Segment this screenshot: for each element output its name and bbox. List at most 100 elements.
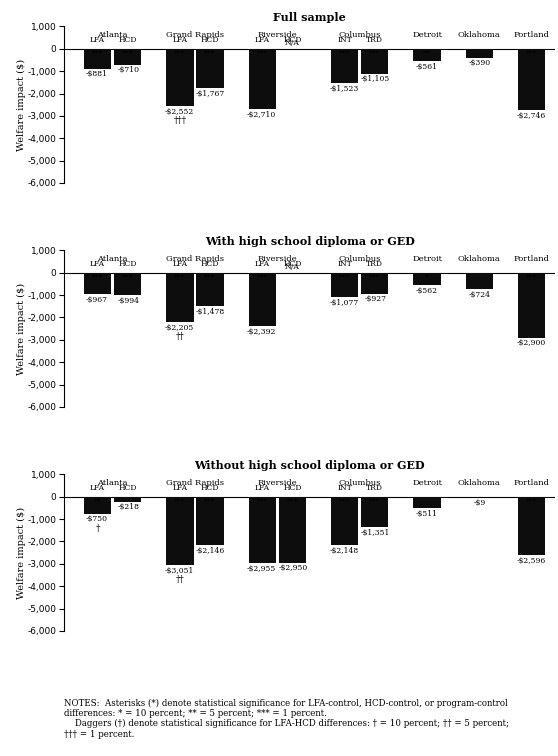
Bar xyxy=(166,273,194,322)
Text: Detroit: Detroit xyxy=(412,256,442,263)
Text: -$2,596: -$2,596 xyxy=(517,556,546,565)
Text: -$994: -$994 xyxy=(117,297,140,305)
Bar xyxy=(361,49,388,73)
Text: ***: *** xyxy=(339,49,350,57)
Text: Portland: Portland xyxy=(514,479,550,487)
Text: ***: *** xyxy=(204,49,216,57)
Text: -$1,077: -$1,077 xyxy=(329,299,359,307)
Text: ***: *** xyxy=(339,497,350,506)
Text: -$561: -$561 xyxy=(416,64,438,71)
Bar xyxy=(166,49,194,106)
Text: -$1,478: -$1,478 xyxy=(196,308,225,315)
Text: INT: INT xyxy=(337,260,352,268)
Text: -$2,950: -$2,950 xyxy=(278,565,307,572)
Text: ***: *** xyxy=(204,497,216,506)
Bar xyxy=(331,273,358,297)
Text: TRD: TRD xyxy=(366,485,383,492)
Text: ***: *** xyxy=(287,497,298,506)
Text: Atlanta: Atlanta xyxy=(97,256,128,263)
Text: ††: †† xyxy=(176,332,184,341)
Bar xyxy=(413,497,441,508)
Text: HCD: HCD xyxy=(201,485,219,492)
Text: NOTES:  Asterisks (*) denote statistical significance for LFA-control, HCD-contr: NOTES: Asterisks (*) denote statistical … xyxy=(64,699,509,739)
Text: HCD: HCD xyxy=(118,260,137,268)
Text: -$511: -$511 xyxy=(416,510,438,518)
Text: ††: †† xyxy=(176,575,184,584)
Text: -$2,552: -$2,552 xyxy=(165,107,194,116)
Bar xyxy=(518,49,545,110)
Text: †: † xyxy=(95,524,100,532)
Text: Detroit: Detroit xyxy=(412,31,442,39)
Bar xyxy=(361,497,388,527)
Text: -$1,105: -$1,105 xyxy=(361,76,390,83)
Text: ***: *** xyxy=(257,497,268,506)
Bar xyxy=(84,49,111,69)
Bar xyxy=(248,497,276,562)
Bar xyxy=(114,273,141,295)
Bar xyxy=(248,273,276,327)
Text: HCD: HCD xyxy=(118,36,137,45)
Bar xyxy=(413,273,441,285)
Text: -$9: -$9 xyxy=(473,499,485,507)
Text: Atlanta: Atlanta xyxy=(97,31,128,39)
Y-axis label: Welfare impact ($): Welfare impact ($) xyxy=(17,59,26,150)
Text: HCD: HCD xyxy=(283,36,302,45)
Text: Riverside: Riverside xyxy=(257,31,297,39)
Text: ***: *** xyxy=(339,274,350,281)
Bar xyxy=(518,497,545,555)
Text: -$2,955: -$2,955 xyxy=(247,565,276,572)
Text: HCD: HCD xyxy=(283,260,302,268)
Bar xyxy=(331,497,358,545)
Text: INT: INT xyxy=(337,36,352,45)
Text: HCD: HCD xyxy=(201,260,219,268)
Bar xyxy=(196,49,224,88)
Text: ***: *** xyxy=(92,49,103,57)
Bar xyxy=(248,49,276,110)
Text: TRD: TRD xyxy=(366,36,383,45)
Text: N/A: N/A xyxy=(285,263,300,271)
Text: -$3,051: -$3,051 xyxy=(165,567,194,575)
Text: LFA: LFA xyxy=(90,485,105,492)
Bar xyxy=(465,273,493,289)
Text: *: * xyxy=(425,274,429,281)
Text: -$2,392: -$2,392 xyxy=(247,328,276,336)
Title: Full sample: Full sample xyxy=(273,12,346,23)
Bar xyxy=(518,273,545,338)
Text: ***: *** xyxy=(122,49,133,57)
Bar xyxy=(114,49,141,65)
Text: †††: ††† xyxy=(174,116,186,125)
Text: LFA: LFA xyxy=(172,485,187,492)
Text: ***: *** xyxy=(526,274,537,281)
Text: -$710: -$710 xyxy=(117,67,140,75)
Text: HCD: HCD xyxy=(201,36,219,45)
Text: -$2,746: -$2,746 xyxy=(517,112,546,120)
Text: Portland: Portland xyxy=(514,31,550,39)
Text: ***: *** xyxy=(174,274,186,281)
Text: -$1,351: -$1,351 xyxy=(360,528,390,537)
Bar xyxy=(361,273,388,293)
Text: **: ** xyxy=(94,497,102,506)
Text: Columbus: Columbus xyxy=(339,31,381,39)
Text: INT: INT xyxy=(337,485,352,492)
Text: ***: *** xyxy=(257,274,268,281)
Text: ***: *** xyxy=(174,497,186,506)
Text: -$881: -$881 xyxy=(86,70,108,79)
Text: LFA: LFA xyxy=(254,260,270,268)
Text: Columbus: Columbus xyxy=(339,479,381,487)
Text: -$2,146: -$2,146 xyxy=(196,547,225,554)
Text: **: ** xyxy=(423,49,431,57)
Text: Riverside: Riverside xyxy=(257,256,297,263)
Text: Portland: Portland xyxy=(514,256,550,263)
Text: LFA: LFA xyxy=(254,485,270,492)
Text: -$562: -$562 xyxy=(416,287,438,295)
Text: ***: *** xyxy=(526,49,537,57)
Text: ***: *** xyxy=(526,497,537,506)
Text: -$750: -$750 xyxy=(86,516,108,523)
Y-axis label: Welfare impact ($): Welfare impact ($) xyxy=(17,507,26,599)
Bar xyxy=(278,497,306,562)
Text: -$2,900: -$2,900 xyxy=(517,339,546,348)
Text: ***: *** xyxy=(257,49,268,57)
Text: LFA: LFA xyxy=(254,36,270,45)
Text: -$1,523: -$1,523 xyxy=(329,85,359,93)
Text: Detroit: Detroit xyxy=(412,479,442,487)
